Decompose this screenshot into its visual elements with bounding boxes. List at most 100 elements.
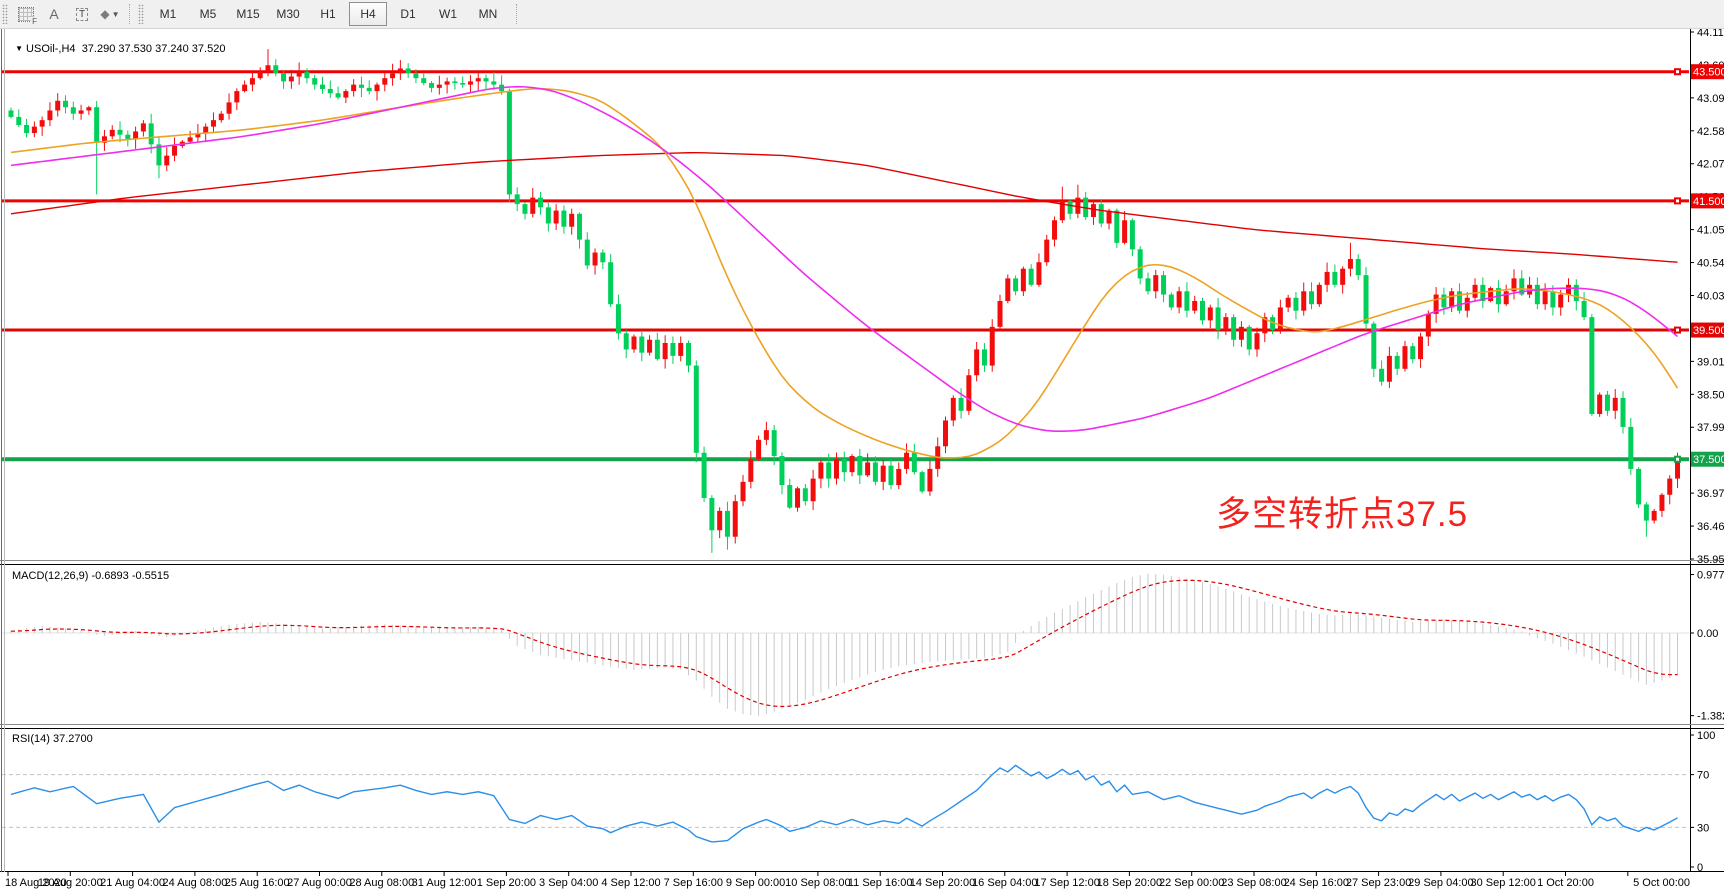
candle <box>1566 284 1571 295</box>
timeframe-group: M1 M5 M15 M30 H1 H4 D1 W1 MN <box>148 2 508 26</box>
price-tick-label: 42.585 <box>1697 126 1724 138</box>
dropdown-caret-icon: ▼ <box>111 9 120 19</box>
candle <box>312 78 318 85</box>
candle <box>631 336 637 350</box>
candle <box>452 81 458 84</box>
macd-signal-line <box>10 579 1678 708</box>
timeframe-button-m30[interactable]: M30 <box>276 7 300 21</box>
timeframe-button-w1[interactable]: W1 <box>439 7 457 21</box>
price-tick-label: 40.035 <box>1697 290 1724 302</box>
fibonacci-tool-button[interactable]: F <box>13 2 39 26</box>
symbol-name: USOil-,H4 <box>26 43 76 55</box>
candle <box>740 481 746 502</box>
rsi-tick-label: 100 <box>1697 730 1715 742</box>
chevron-down-icon[interactable]: ▼ <box>15 44 24 53</box>
candle <box>608 262 614 305</box>
date-tick-label: 3 Sep 04:00 <box>539 877 598 889</box>
text-label-tool-button[interactable]: T <box>69 2 95 26</box>
candle <box>405 68 411 74</box>
toolbar-grip[interactable] <box>2 4 8 24</box>
price-badge <box>1691 193 1724 209</box>
date-tick-label: 24 Sep 16:00 <box>1284 877 1349 889</box>
candle <box>678 342 684 356</box>
candle <box>997 300 1003 327</box>
candle <box>841 459 847 473</box>
candle <box>1324 271 1330 285</box>
candle <box>257 71 263 79</box>
shapes-tool-button[interactable]: ◆ ▼ <box>97 2 123 26</box>
date-tick-label: 30 Sep 12:00 <box>1470 877 1535 889</box>
candle <box>795 488 801 508</box>
symbol-title: ▼ USOil-,H4 37.290 37.530 37.240 37.520 <box>9 31 225 55</box>
candle <box>1441 294 1447 308</box>
date-tick-label: 27 Aug 00:00 <box>287 877 352 889</box>
text-tool-button[interactable]: A <box>41 2 67 26</box>
candle <box>670 342 676 356</box>
price-tick-label: 40.545 <box>1697 258 1724 270</box>
toolbar-grip-2[interactable] <box>138 4 144 24</box>
candle <box>1184 291 1190 311</box>
date-tick-label: 1 Oct 20:00 <box>1537 877 1594 889</box>
timeframe-button-m1[interactable]: M1 <box>159 7 177 21</box>
timeframe-button-mn[interactable]: MN <box>478 7 498 21</box>
candle <box>1488 288 1494 301</box>
rsi-tick-label: 30 <box>1697 822 1709 834</box>
candle <box>1020 268 1026 292</box>
candle <box>1036 262 1042 285</box>
main-chart-panel[interactable] <box>2 49 1690 553</box>
timeframe-button-d1[interactable]: D1 <box>400 7 416 21</box>
timeframe-button-h4[interactable]: H4 <box>349 2 387 26</box>
candle <box>1293 297 1299 311</box>
candle <box>335 93 341 98</box>
candle <box>1604 394 1610 411</box>
candle <box>654 339 660 360</box>
candle <box>989 326 995 366</box>
candle <box>1044 239 1050 263</box>
date-tick-label: 5 Oct 00:00 <box>1633 877 1690 889</box>
candle <box>771 430 777 456</box>
candle <box>1651 510 1657 521</box>
candle <box>1262 317 1268 334</box>
candle <box>421 78 427 84</box>
date-tick-label: 27 Sep 23:00 <box>1346 877 1411 889</box>
candle <box>296 71 302 77</box>
chart-annotation: 多空转折点37.5 <box>1216 495 1469 534</box>
candle <box>919 472 925 492</box>
price-tick-label: 39.015 <box>1697 356 1724 368</box>
price-tick-label: 41.055 <box>1697 225 1724 237</box>
candle <box>506 91 512 195</box>
candle <box>1402 346 1408 369</box>
candle <box>966 375 972 411</box>
candle <box>569 213 575 227</box>
candle <box>538 197 544 208</box>
candle <box>1581 300 1587 318</box>
timeframe-button-m5[interactable]: M5 <box>199 7 217 21</box>
price-badge-label: 41.500 <box>1693 196 1724 208</box>
rsi-panel[interactable] <box>2 764 1690 843</box>
candle <box>561 210 567 227</box>
candle <box>787 485 793 508</box>
timeframe-button-m15[interactable]: M15 <box>236 7 260 21</box>
date-tick-label: 1 Sep 20:00 <box>477 877 536 889</box>
candle <box>55 100 61 111</box>
candle <box>1098 204 1104 224</box>
ma-slow-line <box>10 152 1678 263</box>
candle <box>24 124 30 134</box>
candle <box>1675 457 1681 479</box>
price-axis-scale[interactable] <box>1691 28 1724 871</box>
candle <box>662 342 668 360</box>
candle <box>63 100 69 108</box>
candle <box>1301 291 1307 311</box>
macd-panel[interactable] <box>2 573 1690 716</box>
candle <box>483 78 489 82</box>
timeframe-button-h1[interactable]: H1 <box>320 7 336 21</box>
candle <box>273 65 279 74</box>
candle <box>1620 397 1626 427</box>
candle <box>974 349 980 376</box>
candle <box>896 468 902 486</box>
candle <box>1238 326 1244 340</box>
candle <box>1371 323 1377 369</box>
candle <box>1472 284 1478 298</box>
date-axis-scale[interactable] <box>0 872 1724 895</box>
